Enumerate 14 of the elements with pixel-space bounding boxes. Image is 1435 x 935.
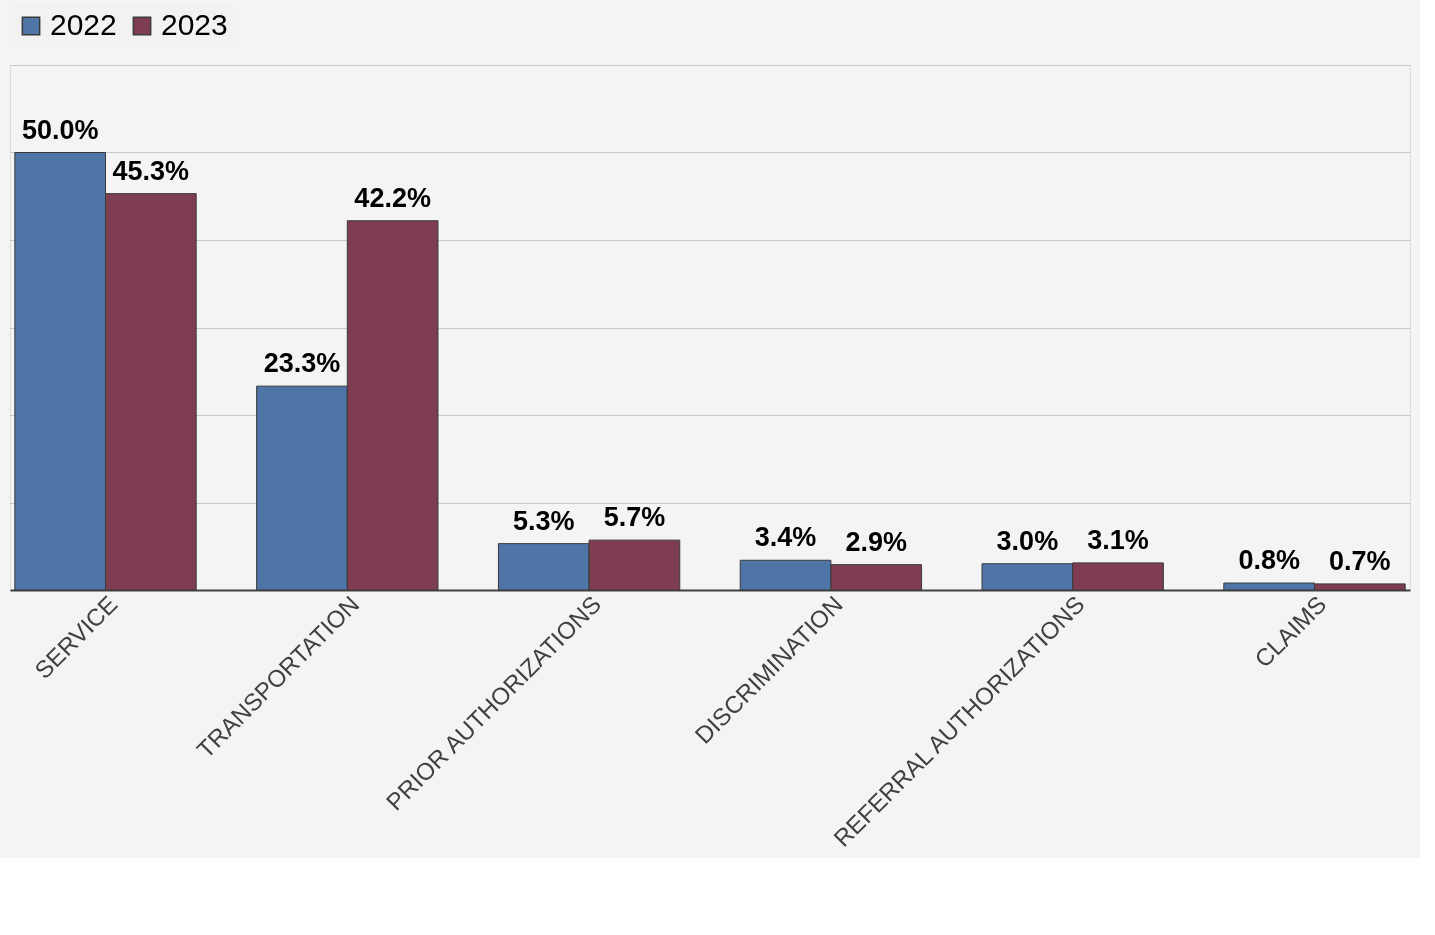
data-label: 5.7% [603,502,666,533]
data-label: 0.8% [1238,545,1300,575]
data-label: 0.7% [1329,545,1391,576]
data-label: 5.3% [512,505,575,536]
data-label: 42.2% [354,182,431,213]
legend-label: 2022 [50,8,117,41]
data-label: 50.0% [21,114,99,145]
data-label: 3.0% [996,525,1059,556]
data-label: 45.3% [112,155,190,186]
legend-label: 2023 [161,8,228,41]
data-label: 3.1% [1087,524,1149,555]
data-label: 2.9% [845,526,908,557]
data-label: 3.4% [754,522,817,553]
data-label: 23.3% [263,348,341,379]
